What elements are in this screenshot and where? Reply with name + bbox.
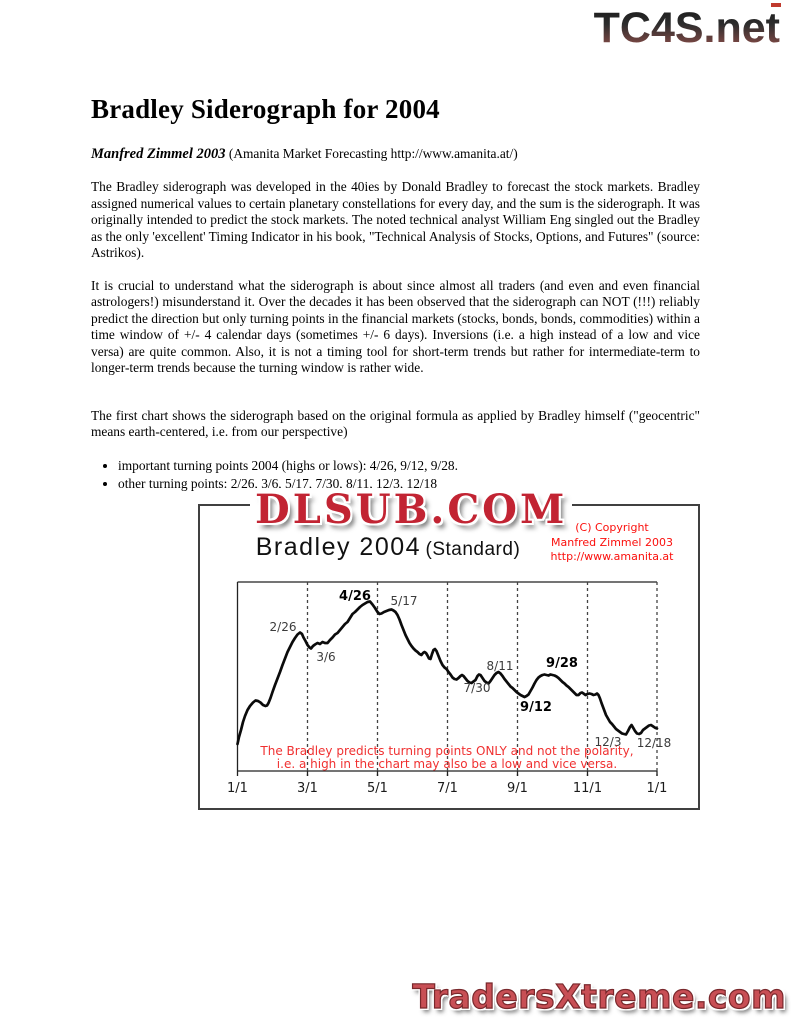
x-tick-label: 1/1: [647, 781, 668, 796]
turning-point-label-9-28: 9/28: [546, 656, 578, 671]
copyright-line-1: (C) Copyright: [575, 521, 649, 534]
x-tick-label: 1/1: [227, 781, 248, 796]
turning-point-label-2-26: 2/26: [270, 620, 297, 634]
x-tick-label: 5/1: [367, 781, 388, 796]
author-line: Manfred Zimmel 2003 (Amanita Market Fore…: [91, 146, 700, 163]
tc4s-logo[interactable]: TC4S.net: [593, 4, 780, 52]
siderograph-plot: 2/26 3/6 4/26 5/17 7/30 8/11 9/12 9/28 12/3 12/18…: [227, 581, 672, 796]
x-axis-labels: 1/1 3/1 5/1 7/1 9/1 11/1 1/1: [227, 781, 667, 796]
chart-title-sub: (Standard): [425, 539, 521, 560]
author-name: Manfred Zimmel 2003: [91, 146, 226, 162]
author-affiliation: (Amanita Market Forecasting http://www.a…: [225, 146, 518, 161]
x-tick-label: 11/1: [573, 781, 602, 796]
dlsub-watermark-logo[interactable]: DLSUB.COM: [250, 488, 573, 532]
siderograph-curve: [236, 600, 659, 746]
tc4s-logo-red-accent: [771, 3, 781, 7]
chart-title-main: Bradley 2004: [255, 533, 422, 561]
turning-point-label-4-26: 4/26: [339, 589, 371, 604]
turning-point-label-12-18: 12/18: [637, 736, 672, 750]
paragraph-chart-intro: The first chart shows the siderograph ba…: [91, 407, 700, 440]
x-tick-label: 9/1: [507, 781, 528, 796]
turning-point-labels: 2/26 3/6 4/26 5/17 7/30 8/11 9/12 9/28 12/3 12/18: [270, 589, 672, 750]
copyright-line-3: http://www.amanita.at: [550, 550, 674, 563]
list-item-important-turning-points: important turning points 2004 (highs or …: [118, 458, 700, 473]
chart-copyright: (C) Copyright Manfred Zimmel 2003 http:/…: [530, 521, 694, 565]
turning-point-label-7-30: 7/30: [464, 681, 491, 695]
x-tick-label: 7/1: [437, 781, 458, 796]
x-tick-label: 3/1: [297, 781, 318, 796]
article-body: Bradley Siderograph for 2004 Manfred Zim…: [91, 95, 700, 494]
paragraph-intro: The Bradley siderograph was developed in…: [91, 179, 700, 260]
copyright-line-2: Manfred Zimmel 2003: [551, 535, 673, 549]
turning-point-label-3-6: 3/6: [316, 650, 335, 664]
paragraph-explanation: It is crucial to understand what the sid…: [91, 277, 700, 376]
list-item-other-turning-points: other turning points: 2/26, 3/6, 5/17, 7…: [118, 476, 700, 491]
tradersxtreme-logo[interactable]: TradersXtreme.com: [412, 976, 786, 1016]
bradley-chart: 2/26 3/6 4/26 5/17 7/30 8/11 9/12 9/28 12/3 12/18…: [198, 488, 700, 810]
turning-points-list: important turning points 2004 (highs or …: [91, 458, 700, 491]
warning-line-2: i.e. a high in the chart may also be a l…: [277, 757, 617, 771]
page-title: Bradley Siderograph for 2004: [91, 94, 440, 124]
warning-line-1: The Bradley predicts turning points ONLY…: [259, 744, 633, 758]
turning-point-label-12-3: 12/3: [595, 735, 622, 749]
chart-title: Bradley 2004 (Standard): [228, 533, 548, 562]
turning-point-label-9-12: 9/12: [520, 700, 552, 715]
chart-gridlines: [236, 582, 658, 776]
turning-point-label-5-17: 5/17: [391, 594, 418, 608]
turning-point-label-8-11: 8/11: [487, 659, 514, 673]
warning-text: The Bradley predicts turning points ONLY…: [259, 744, 633, 771]
